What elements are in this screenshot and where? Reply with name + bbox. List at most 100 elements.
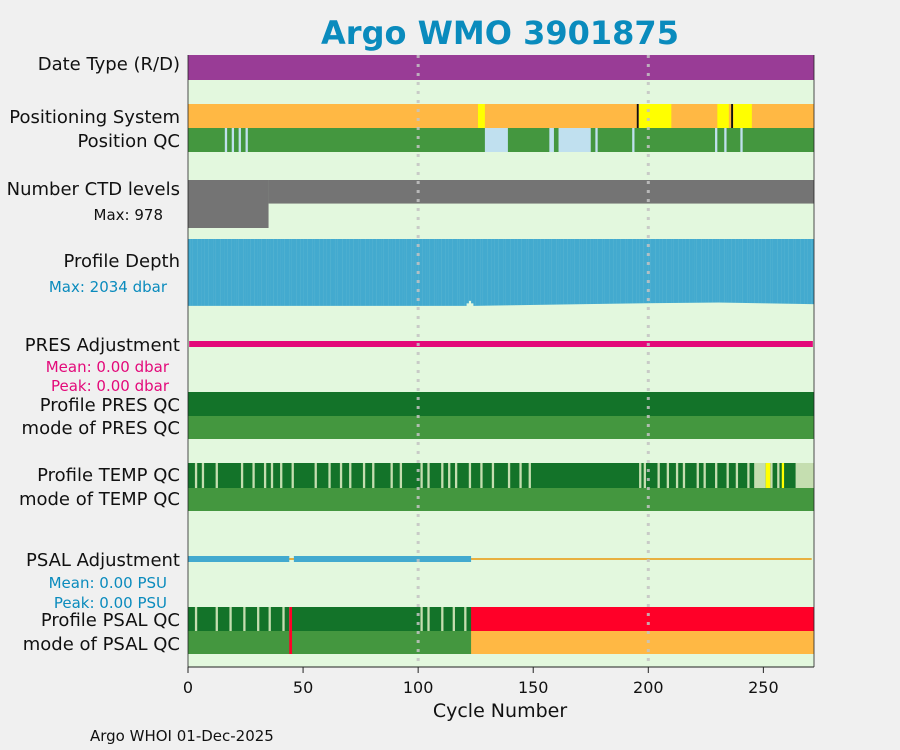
profile-depth-bar bbox=[390, 239, 393, 306]
profile-depth-bar bbox=[395, 239, 398, 306]
profile-depth-bar bbox=[701, 239, 704, 303]
profile-depth-bar bbox=[197, 239, 200, 306]
profile-depth-bar bbox=[659, 239, 663, 304]
profile-depth-bar bbox=[349, 239, 352, 306]
profile-depth-bar bbox=[673, 239, 677, 303]
profile-depth-bar bbox=[553, 239, 557, 305]
profile-depth-bar bbox=[392, 239, 396, 306]
psal-qc-light-segment bbox=[464, 607, 467, 631]
profile-depth-bar bbox=[309, 239, 313, 306]
profile-depth-bar bbox=[689, 239, 693, 303]
profile-depth-bar bbox=[206, 239, 209, 306]
profile-depth-bar bbox=[245, 239, 248, 306]
profile-depth-bar bbox=[268, 239, 271, 306]
profile-depth-bar bbox=[721, 239, 725, 303]
profile-depth-bar bbox=[636, 239, 640, 304]
profile-depth-bar bbox=[602, 239, 605, 304]
profile-depth-bar bbox=[652, 239, 656, 304]
profile-depth-bar bbox=[305, 239, 308, 306]
profile-depth-bar bbox=[613, 239, 617, 304]
temp-qc-light-segment bbox=[747, 463, 750, 488]
profile-depth-bar bbox=[450, 239, 453, 306]
label-profile-pres-qc: Profile PRES QC bbox=[40, 395, 180, 416]
profile-depth-bar bbox=[425, 239, 428, 306]
profile-depth-bar bbox=[588, 239, 591, 305]
temp-qc-light-segment bbox=[441, 463, 444, 488]
profile-depth-bar bbox=[362, 239, 366, 306]
profile-depth-bar bbox=[574, 239, 578, 305]
profile-depth-bar bbox=[215, 239, 219, 306]
profile-depth-bar bbox=[408, 239, 412, 306]
profile-depth-bar bbox=[358, 239, 361, 306]
chart-title: Argo WMO 3901875 bbox=[321, 14, 679, 52]
profile-depth-bar bbox=[372, 239, 375, 306]
position-qc-light-segment bbox=[632, 128, 635, 152]
profile-depth-bar bbox=[379, 239, 382, 306]
profile-depth-bar bbox=[443, 239, 446, 306]
profile-depth-bar bbox=[298, 239, 301, 306]
profile-depth-bar bbox=[464, 239, 467, 306]
label-pres-adjustment: PRES Adjustment bbox=[25, 335, 180, 356]
temp-qc-light-segment bbox=[715, 463, 718, 488]
ctd-levels-bar bbox=[268, 180, 814, 204]
positioning-alt-segment bbox=[733, 104, 752, 128]
profile-depth-bar bbox=[694, 239, 697, 303]
profile-depth-bar bbox=[351, 239, 354, 306]
profile-depth-bar bbox=[457, 239, 460, 306]
profile-depth-bar bbox=[445, 239, 449, 306]
profile-depth-bar bbox=[715, 239, 718, 303]
temp-qc-light-segment bbox=[519, 463, 522, 488]
profile-depth-bar bbox=[671, 239, 674, 303]
profile-depth-bar bbox=[312, 239, 315, 306]
profile-depth-bar bbox=[560, 239, 564, 305]
profile-depth-bar bbox=[685, 239, 688, 303]
profile-depth-bar bbox=[427, 239, 430, 306]
profile-depth-bar bbox=[466, 239, 469, 304]
profile-depth-bar bbox=[487, 239, 490, 306]
positioning-alt-segment bbox=[477, 104, 485, 128]
profile-depth-bar bbox=[510, 239, 513, 306]
label-date-type: Date Type (R/D) bbox=[38, 54, 180, 75]
profile-depth-bar bbox=[565, 239, 568, 305]
profile-depth-bar bbox=[194, 239, 198, 306]
profile-depth-bar bbox=[300, 239, 304, 306]
profile-depth-bar bbox=[627, 239, 630, 304]
profile-depth-bar bbox=[698, 239, 702, 303]
profile-depth-bar bbox=[719, 239, 723, 303]
profile-depth-bar bbox=[521, 239, 525, 306]
profile-depth-bar bbox=[471, 239, 474, 304]
footer-credit: Argo WHOI 01-Dec-2025 bbox=[90, 727, 274, 745]
profile-depth-bar bbox=[240, 239, 244, 306]
profile-depth-bar bbox=[609, 239, 612, 304]
profile-depth-bar bbox=[611, 239, 614, 304]
profile-depth-bar bbox=[482, 239, 486, 306]
profile-depth-bar bbox=[211, 239, 214, 306]
profile-depth-bar bbox=[199, 239, 202, 306]
label-mode-temp-qc: mode of TEMP QC bbox=[19, 489, 180, 510]
profile-depth-bar bbox=[669, 239, 672, 303]
profile-depth-bar bbox=[705, 239, 709, 303]
x-tick-label: 250 bbox=[748, 678, 779, 697]
profile-depth-bar bbox=[563, 239, 566, 305]
profile-depth-bar bbox=[512, 239, 515, 306]
temp-qc-light-segment bbox=[777, 463, 780, 488]
profile-depth-bar bbox=[273, 239, 276, 306]
psal-qc-light-segment bbox=[215, 607, 218, 631]
temp-qc-light-segment bbox=[703, 463, 706, 488]
profile-depth-bar bbox=[259, 239, 262, 306]
profile-depth-bar bbox=[747, 239, 750, 304]
position-qc-light-segment bbox=[245, 128, 248, 152]
profile-depth-bar bbox=[337, 239, 341, 306]
x-tick-label: 200 bbox=[633, 678, 664, 697]
profile-depth-bar bbox=[807, 239, 810, 305]
profile-depth-bar bbox=[217, 239, 221, 306]
temp-qc-light-segment bbox=[420, 463, 423, 488]
profile-depth-bar bbox=[494, 239, 497, 306]
profile-depth-bar bbox=[772, 239, 775, 304]
profile-depth-bar bbox=[692, 239, 695, 303]
profile-depth-bar bbox=[558, 239, 561, 305]
temp-qc-light-segment bbox=[291, 463, 294, 488]
ctd-max: Max: 978 bbox=[94, 206, 163, 224]
profile-depth-bar bbox=[243, 239, 246, 306]
profile-depth-bar bbox=[480, 239, 483, 306]
